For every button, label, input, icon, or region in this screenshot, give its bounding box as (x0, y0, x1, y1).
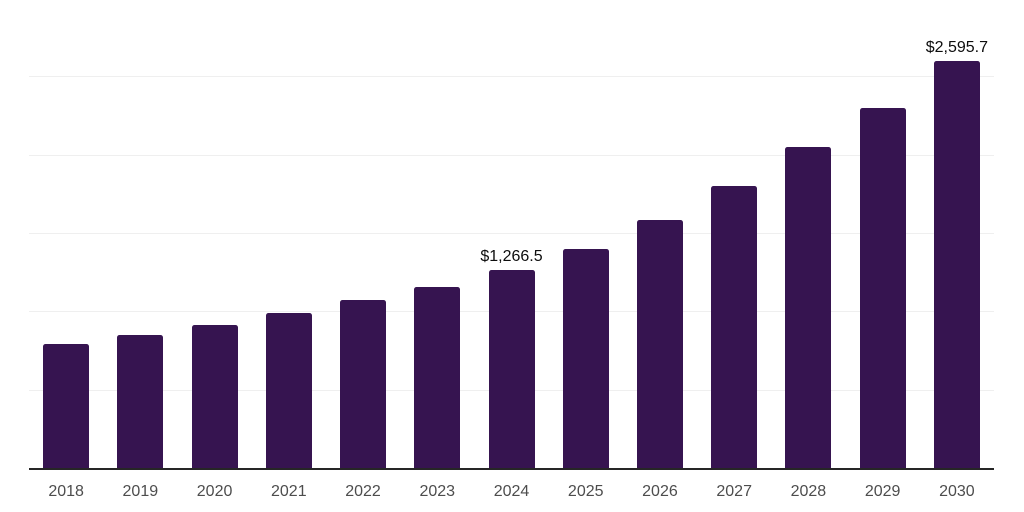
gridline-1500 (29, 233, 994, 234)
x-tick-2018: 2018 (48, 483, 84, 500)
bar-2020 (191, 324, 238, 468)
bar-2024 (488, 269, 535, 468)
bar-2026 (636, 220, 683, 468)
bar-2027 (711, 186, 758, 468)
x-tick-2024: 2024 (493, 483, 530, 500)
bar-2018 (43, 344, 90, 468)
bar-2028 (785, 146, 832, 468)
x-tick-2027: 2027 (716, 483, 752, 500)
x-axis-labels: 2018 2019 2020 2021 2022 2023 2024 2025 2026 2027… (29, 482, 994, 506)
x-tick-2023: 2023 (419, 483, 456, 500)
x-tick-2022: 2022 (345, 483, 381, 500)
x-tick-2020: 2020 (196, 483, 233, 500)
data-label-2024: $1,266.5 (480, 247, 543, 265)
x-tick-2021: 2021 (271, 483, 307, 500)
x-tick-2030: 2030 (939, 483, 975, 500)
x-tick-2025: 2025 (567, 483, 604, 500)
bar-2030 (933, 61, 980, 468)
x-tick-2026: 2026 (642, 483, 678, 500)
bar-2019 (117, 334, 164, 468)
bar-2029 (859, 107, 906, 468)
bar-2023 (414, 287, 461, 468)
bar-2021 (265, 312, 312, 468)
x-tick-2028: 2028 (790, 483, 827, 500)
gridline-2000 (29, 154, 994, 156)
plot-area: $1,266.5 $2,595.7 (29, 0, 994, 470)
bar-2025 (562, 249, 609, 468)
gridline-2500 (29, 76, 994, 78)
x-tick-2029: 2029 (864, 483, 901, 500)
bar-2022 (340, 300, 387, 468)
x-tick-2019: 2019 (122, 483, 159, 500)
data-label-2030: $2,595.7 (925, 39, 989, 57)
